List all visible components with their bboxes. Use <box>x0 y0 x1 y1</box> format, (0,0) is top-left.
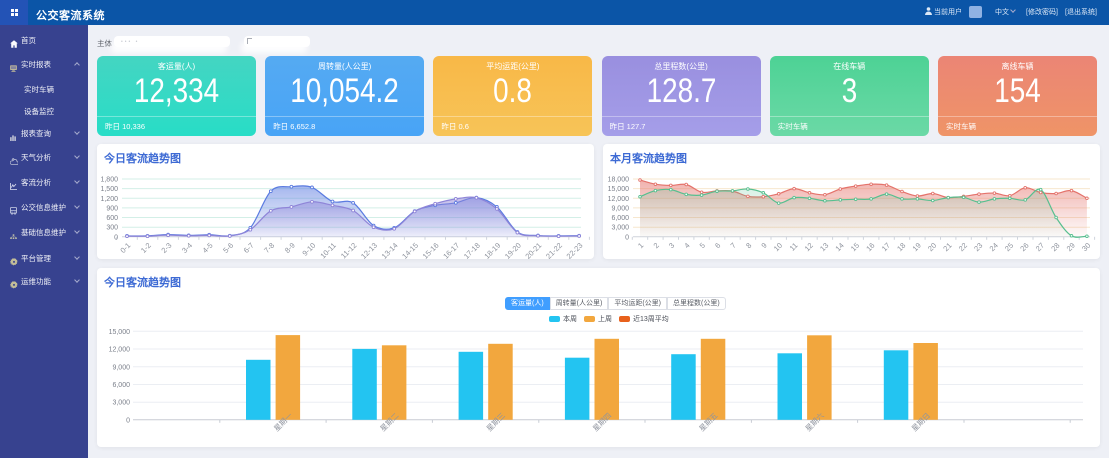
svg-text:1,500: 1,500 <box>100 186 118 193</box>
svg-text:2-3: 2-3 <box>159 241 173 255</box>
svg-text:21: 21 <box>941 241 953 253</box>
svg-text:14: 14 <box>833 241 845 253</box>
svg-text:26: 26 <box>1018 241 1030 253</box>
svg-text:7-8: 7-8 <box>262 241 276 255</box>
svg-text:10: 10 <box>772 241 784 253</box>
svg-text:1-2: 1-2 <box>139 241 153 255</box>
svg-text:15,000: 15,000 <box>608 186 630 193</box>
svg-text:9: 9 <box>759 241 768 250</box>
svg-text:15,000: 15,000 <box>109 329 131 336</box>
svg-text:22: 22 <box>957 241 969 253</box>
svg-text:600: 600 <box>106 215 118 222</box>
svg-text:24: 24 <box>988 241 1000 253</box>
svg-text:300: 300 <box>106 225 118 232</box>
svg-text:11-12: 11-12 <box>339 241 359 259</box>
svg-text:9,000: 9,000 <box>611 205 629 212</box>
svg-text:13: 13 <box>818 241 830 253</box>
svg-text:3: 3 <box>667 241 676 250</box>
svg-text:18,000: 18,000 <box>608 177 630 184</box>
svg-text:9-10: 9-10 <box>300 241 317 258</box>
svg-text:18-19: 18-19 <box>482 241 502 259</box>
svg-text:0: 0 <box>625 234 629 241</box>
svg-text:28: 28 <box>1049 241 1061 253</box>
svg-text:3,000: 3,000 <box>112 400 130 407</box>
svg-text:8: 8 <box>744 241 753 250</box>
svg-text:15-16: 15-16 <box>421 241 441 259</box>
svg-text:1,200: 1,200 <box>100 196 118 203</box>
svg-text:1,800: 1,800 <box>100 177 118 184</box>
svg-text:22-23: 22-23 <box>565 241 585 259</box>
svg-text:0-1: 0-1 <box>118 241 132 255</box>
svg-text:3,000: 3,000 <box>611 225 629 232</box>
svg-text:1: 1 <box>636 241 645 250</box>
svg-text:900: 900 <box>106 205 118 212</box>
svg-text:12,000: 12,000 <box>608 196 630 203</box>
svg-text:5-6: 5-6 <box>221 241 235 255</box>
svg-text:21-22: 21-22 <box>544 241 564 259</box>
svg-text:29: 29 <box>1065 241 1077 253</box>
svg-text:19: 19 <box>911 241 923 253</box>
svg-text:16-17: 16-17 <box>441 241 461 259</box>
svg-text:19-20: 19-20 <box>503 241 523 259</box>
svg-text:5: 5 <box>698 241 707 250</box>
svg-text:4: 4 <box>682 241 691 250</box>
svg-text:10-11: 10-11 <box>318 241 338 259</box>
svg-text:6-7: 6-7 <box>242 241 256 255</box>
svg-text:2: 2 <box>652 241 661 250</box>
svg-text:12: 12 <box>803 241 815 253</box>
svg-text:23: 23 <box>972 241 984 253</box>
svg-text:6,000: 6,000 <box>611 215 629 222</box>
svg-text:20: 20 <box>926 241 938 253</box>
svg-text:4-5: 4-5 <box>201 241 215 255</box>
svg-text:12-13: 12-13 <box>359 241 379 259</box>
svg-text:17: 17 <box>880 241 892 253</box>
svg-text:14-15: 14-15 <box>400 241 420 259</box>
svg-text:20-21: 20-21 <box>523 241 543 259</box>
svg-text:0: 0 <box>114 234 118 241</box>
svg-text:8-9: 8-9 <box>283 241 297 255</box>
svg-text:13-14: 13-14 <box>380 241 400 259</box>
svg-text:3-4: 3-4 <box>180 241 194 255</box>
svg-text:0: 0 <box>126 417 130 424</box>
svg-text:7: 7 <box>729 241 738 250</box>
svg-text:25: 25 <box>1003 241 1015 253</box>
svg-text:9,000: 9,000 <box>112 364 130 371</box>
svg-text:27: 27 <box>1034 241 1046 253</box>
svg-text:15: 15 <box>849 241 861 253</box>
svg-text:12,000: 12,000 <box>109 347 131 354</box>
svg-text:6: 6 <box>713 241 722 250</box>
svg-text:6,000: 6,000 <box>112 382 130 389</box>
svg-text:11: 11 <box>788 241 800 253</box>
svg-text:18: 18 <box>895 241 907 253</box>
svg-text:30: 30 <box>1080 241 1092 253</box>
svg-text:16: 16 <box>864 241 876 253</box>
svg-text:17-18: 17-18 <box>462 241 482 259</box>
